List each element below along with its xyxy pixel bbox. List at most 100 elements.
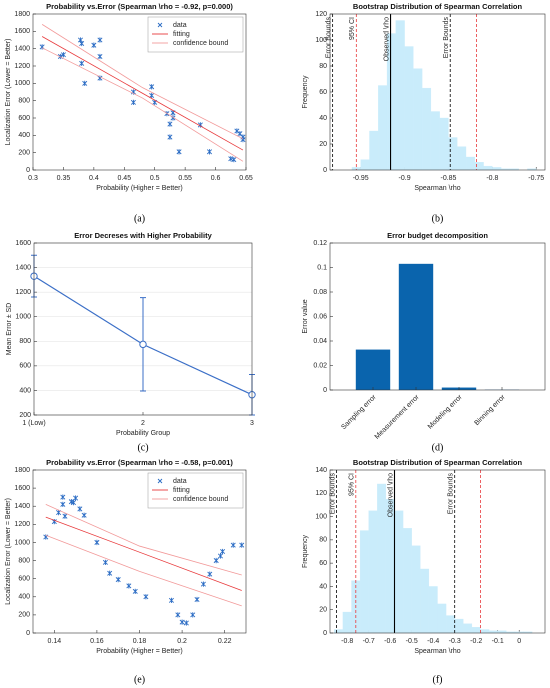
y-tick-label: 0 (323, 387, 327, 394)
data-point (220, 548, 226, 555)
x-tick-label: -0.6 (384, 638, 396, 645)
y-tick-label: 400 (19, 387, 31, 394)
y-tick-label: 600 (19, 363, 31, 370)
hist-bar (377, 483, 387, 634)
y-tick-label: 200 (18, 150, 30, 157)
data-point (200, 581, 206, 587)
y-axis-label: Frequency (302, 75, 309, 109)
chart-title: Error Decreses with Higher Probability (74, 231, 212, 240)
reference-label: 95% CI (349, 473, 356, 496)
hist-bar (360, 159, 370, 171)
y-tick-label: 0 (26, 630, 30, 637)
data-point (168, 597, 174, 604)
chart-title: Probability vs.Error (Spearman \rho = -0… (46, 458, 233, 467)
data-point (179, 619, 185, 625)
data-point (206, 149, 213, 155)
data-point (97, 37, 103, 43)
data-point (73, 495, 79, 501)
x-tick-label: -0.4 (427, 638, 439, 645)
y-axis-label: Error value (302, 299, 309, 333)
caption: (a) (134, 213, 145, 224)
y-tick-label: 1200 (14, 63, 30, 70)
hist-bar (465, 156, 475, 171)
legend-label: confidence bound (173, 40, 228, 47)
data-point (77, 506, 83, 512)
fit-line (41, 24, 244, 140)
axes-frame (32, 469, 247, 634)
data-point (167, 121, 173, 127)
x-axis-label: Spearman \rho (414, 185, 460, 192)
legend-label: fitting (173, 487, 190, 494)
y-tick-label: 0.12 (313, 240, 327, 247)
x-tick-label: 3 (250, 420, 254, 427)
y-tick-label: 1200 (14, 521, 30, 528)
x-tick-label: -0.8 (486, 175, 498, 182)
x-tick-label: 0.4 (89, 175, 99, 182)
y-tick-label: 400 (18, 594, 30, 601)
y-tick-label: 800 (18, 557, 30, 564)
y-tick-label: 1000 (15, 314, 31, 321)
data-point (143, 594, 149, 600)
reference-label: Observed \rho (383, 17, 390, 61)
chart-title: Probability vs.Error (Spearman \rho = -0… (46, 2, 233, 11)
data-point (70, 499, 76, 506)
caption: (f) (433, 674, 443, 685)
bar (355, 349, 391, 390)
hist-bar (483, 165, 493, 171)
axes-frame (329, 469, 546, 634)
x-tick-label: 0.3 (28, 175, 38, 182)
reference-label: Error Bounds (443, 17, 450, 59)
y-tick-label: 20 (319, 607, 327, 614)
x-tick-label: 0.22 (218, 638, 232, 645)
y-tick-label: 1800 (14, 467, 30, 474)
y-tick-label: 140 (315, 467, 327, 474)
hist-bar (488, 630, 498, 634)
x-tick-label: -0.8 (341, 638, 353, 645)
data-point (60, 494, 66, 500)
x-tick-label: -0.5 (406, 638, 418, 645)
x-tick-label: 0.45 (117, 175, 131, 182)
data-point (231, 156, 237, 163)
data-point (130, 99, 136, 106)
y-tick-label: 100 (315, 37, 327, 44)
x-tick-label: Sampling error (340, 393, 378, 431)
reference-label: Error Bounds (329, 473, 336, 515)
x-tick-label: 2 (141, 420, 145, 427)
y-axis-label: Localization Error (Lower = Better) (5, 498, 12, 605)
data-point (115, 576, 121, 583)
data-point (82, 80, 88, 86)
y-tick-label: 0.06 (313, 313, 327, 320)
data-point (217, 553, 223, 559)
x-tick-label: -0.95 (353, 175, 369, 182)
x-tick-label: 0.5 (150, 175, 160, 182)
data-point (167, 134, 173, 140)
fit-line (45, 504, 242, 576)
data-point (132, 588, 138, 594)
hist-bar (411, 545, 421, 634)
data-point (213, 557, 219, 564)
y-tick-label: 800 (19, 338, 31, 345)
hist-bar (368, 510, 378, 634)
y-tick-label: 120 (315, 490, 327, 497)
y-tick-label: 80 (319, 537, 327, 544)
legend-label: confidence bound (173, 496, 228, 503)
bound-line (45, 534, 242, 607)
fit-line (41, 36, 244, 151)
fit-line (45, 516, 242, 591)
data-point (228, 156, 234, 162)
axes-frame (33, 242, 253, 416)
y-tick-label: 0 (323, 630, 327, 637)
x-axis-label: Spearman \rho (414, 648, 460, 655)
y-tick-label: 800 (18, 98, 30, 105)
legend-box (147, 16, 244, 53)
y-axis-label: Localization Error (Lower = Better) (5, 39, 12, 146)
hist-bar (457, 146, 467, 171)
x-tick-label: 0.55 (178, 175, 192, 182)
reference-label: Error Bounds (325, 17, 332, 59)
data-point (149, 92, 155, 99)
y-tick-label: 1400 (14, 46, 30, 53)
axes-frame (329, 13, 546, 171)
data-point (94, 539, 100, 546)
y-tick-label: 20 (319, 141, 327, 148)
